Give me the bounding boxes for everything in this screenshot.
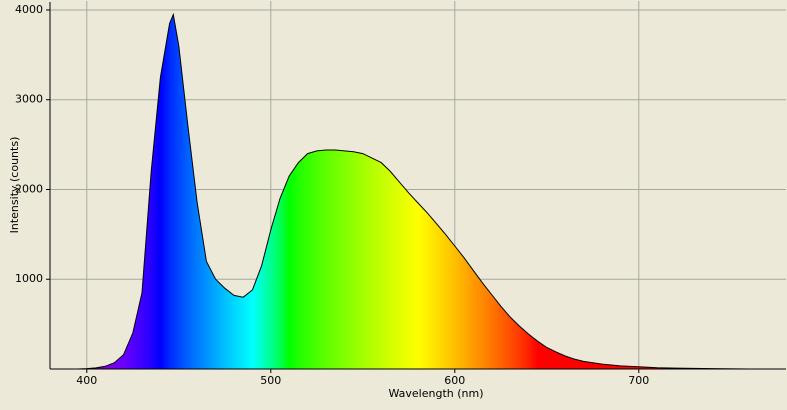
x-tick-label: 700 <box>628 374 649 387</box>
y-tick-label: 1000 <box>15 272 43 285</box>
y-tick-label: 2000 <box>15 182 43 195</box>
y-tick-label: 3000 <box>15 93 43 106</box>
area <box>77 14 750 369</box>
x-tick-label: 400 <box>76 374 97 387</box>
x-tick-label: 600 <box>444 374 465 387</box>
x-tick-label: 500 <box>260 374 281 387</box>
x-axis-label: Wavelength (nm) <box>388 387 483 400</box>
y-tick-label: 4000 <box>15 3 43 16</box>
y-axis-label: Intensity (counts) <box>8 137 21 234</box>
line <box>77 12 750 370</box>
